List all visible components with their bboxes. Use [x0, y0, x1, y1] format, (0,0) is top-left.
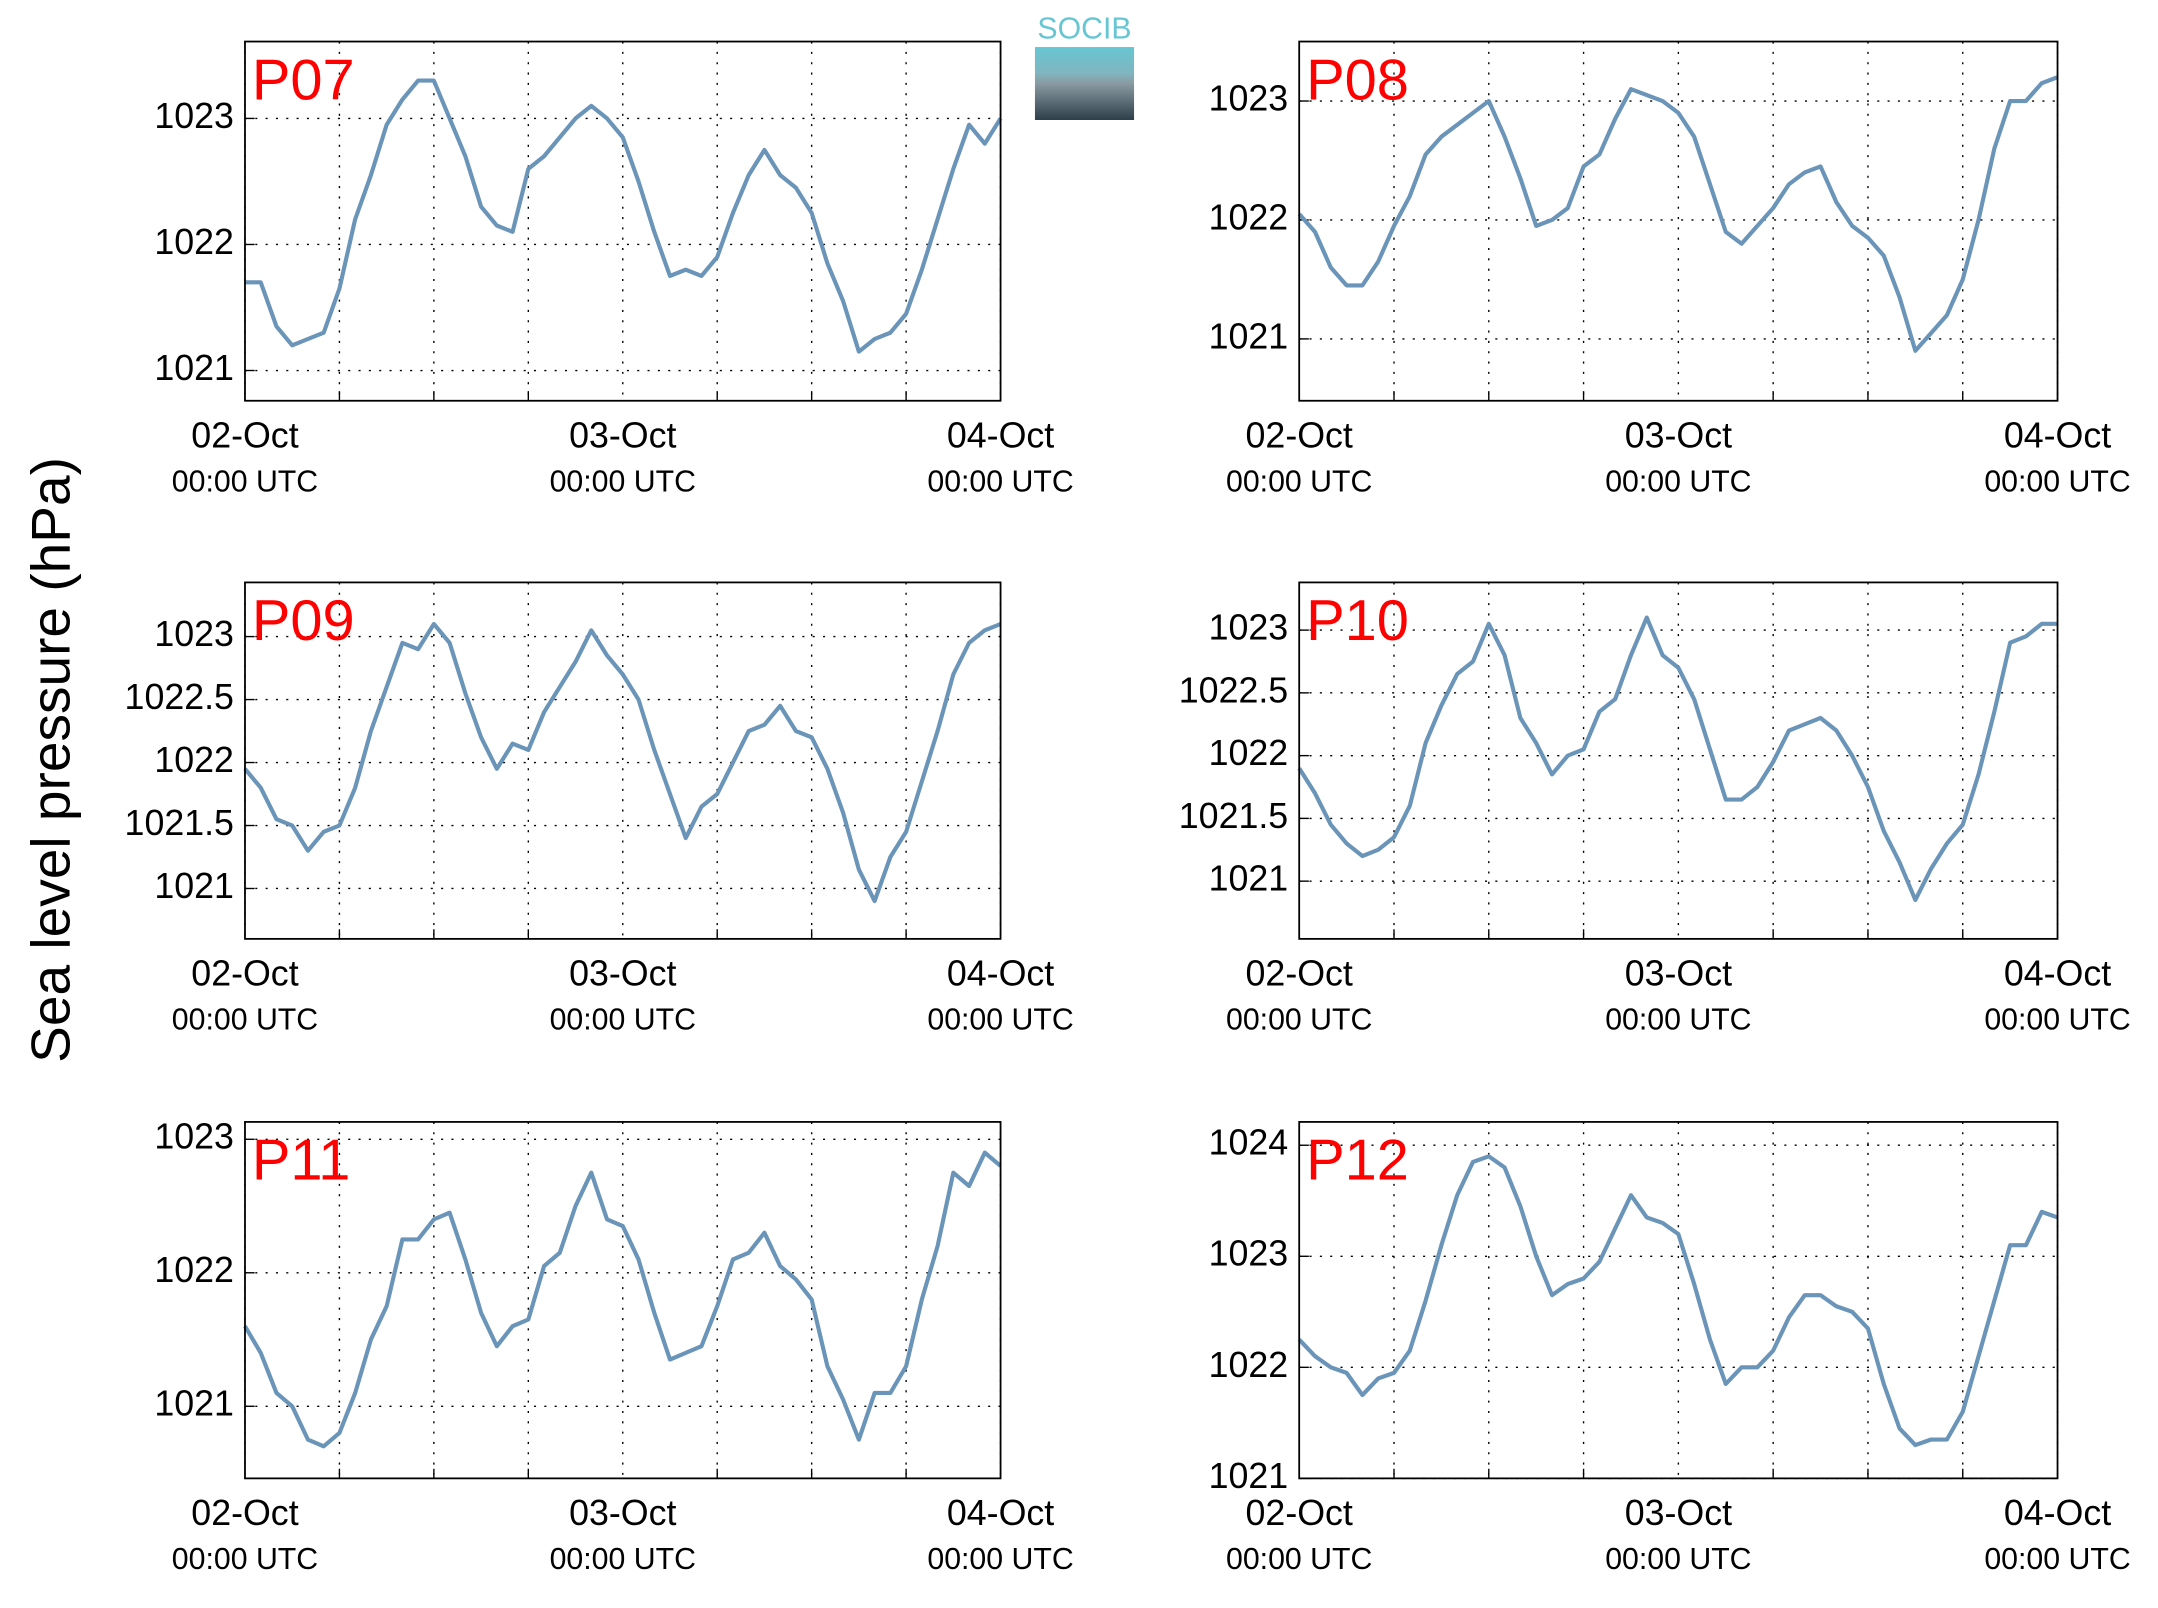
- subplot: 1021 1021.5 1022 1022.5 1023 02-Oct 00:00 UTC 0…: [125, 581, 1074, 1036]
- x-tick-label: 03-Oct: [1625, 415, 1732, 455]
- x-tick-label: 02-Oct: [191, 1493, 298, 1533]
- x-tick-sublabel: 00:00 UTC: [927, 465, 1073, 498]
- y-tick-label: 1021: [154, 348, 234, 388]
- data-line: [1297, 75, 2059, 353]
- y-tick-label: 1021: [1209, 316, 1289, 356]
- x-tick-label: 02-Oct: [1246, 953, 1353, 993]
- data-line: [1297, 1154, 2059, 1448]
- y-axis-label: Sea level pressure (hPa): [20, 457, 82, 1063]
- plot-frame: [244, 1121, 1002, 1480]
- x-tick-sublabel: 00:00 UTC: [1226, 465, 1372, 498]
- data-line: [244, 78, 1003, 354]
- x-tick-label: 03-Oct: [569, 953, 676, 993]
- x-tick-sublabel: 00:00 UTC: [1984, 465, 2130, 498]
- y-tick-label: 1022: [154, 222, 234, 262]
- y-tick-label: 1022.5: [1179, 670, 1288, 710]
- y-tick-label: 1021.5: [1179, 796, 1288, 836]
- subplot: 1021 1022 1023 02-Oct 00:00 UTC 03-Oct 00:00 U…: [1209, 40, 2131, 498]
- x-tick-label: 04-Oct: [947, 953, 1054, 993]
- y-tick-label: 1021: [154, 866, 234, 906]
- y-tick-label: 1022.5: [125, 677, 234, 717]
- panel-title: P08: [1306, 48, 1409, 112]
- x-tick-label: 04-Oct: [947, 415, 1054, 455]
- x-tick-label: 04-Oct: [2004, 415, 2111, 455]
- logo-block: [1034, 47, 1135, 120]
- x-tick-label: 02-Oct: [191, 953, 298, 993]
- x-tick-label: 03-Oct: [569, 415, 676, 455]
- subplot: 1021 1022 1023 02-Oct 00:00 UTC 03-Oct 00:00 U…: [154, 1117, 1073, 1576]
- y-tick-label: 1023: [154, 614, 234, 654]
- x-tick-label: 02-Oct: [1246, 415, 1353, 455]
- subplot: 1021 1022 1023 02-Oct 00:00 UTC 03-Oct 00:00 U…: [154, 40, 1074, 498]
- x-tick-label: 04-Oct: [2004, 1493, 2111, 1533]
- y-tick-label: 1022: [154, 1250, 234, 1290]
- subplot: 1021 1022 1023 1024 02-Oct 00:00 UTC 03-Oct 00:…: [1209, 1121, 2131, 1576]
- y-tick-label: 1023: [154, 96, 234, 136]
- x-tick-sublabel: 00:00 UTC: [927, 1003, 1073, 1036]
- y-tick-label: 1024: [1209, 1123, 1289, 1163]
- y-tick-label: 1021.5: [125, 803, 234, 843]
- subplot: 1021 1021.5 1022 1022.5 1023 02-Oct 00:00 UTC 0…: [1179, 581, 2131, 1036]
- x-tick-sublabel: 00:00 UTC: [1226, 1543, 1372, 1576]
- x-tick-sublabel: 00:00 UTC: [172, 465, 318, 498]
- x-tick-label: 03-Oct: [569, 1493, 676, 1533]
- y-tick-label: 1023: [1209, 1234, 1289, 1274]
- x-tick-sublabel: 00:00 UTC: [172, 1003, 318, 1036]
- plot-frame: [1298, 40, 2059, 402]
- x-tick-sublabel: 00:00 UTC: [550, 1543, 696, 1576]
- y-tick-label: 1022: [154, 740, 234, 780]
- y-tick-label: 1022: [1209, 197, 1289, 237]
- data-line: [243, 1150, 1002, 1449]
- plot-frame: [1298, 1121, 2059, 1480]
- x-tick-sublabel: 00:00 UTC: [550, 1003, 696, 1036]
- y-tick-label: 1021: [1209, 1456, 1289, 1496]
- y-tick-label: 1023: [1209, 608, 1289, 648]
- data-line: [1297, 615, 2058, 903]
- y-tick-label: 1021: [154, 1384, 234, 1424]
- x-tick-sublabel: 00:00 UTC: [1605, 1543, 1751, 1576]
- plot-frame: [244, 40, 1002, 402]
- logo-text: SOCIB: [1037, 13, 1131, 46]
- x-tick-sublabel: 00:00 UTC: [550, 465, 696, 498]
- y-tick-label: 1021: [1209, 859, 1289, 899]
- x-tick-label: 04-Oct: [2004, 953, 2111, 993]
- x-tick-label: 04-Oct: [947, 1493, 1054, 1533]
- x-tick-sublabel: 00:00 UTC: [1605, 465, 1751, 498]
- panel-title: P11: [252, 1129, 351, 1193]
- plot-frame: [244, 581, 1002, 940]
- y-tick-label: 1023: [1209, 78, 1289, 118]
- y-tick-label: 1022: [1209, 1345, 1289, 1385]
- panel-title: P12: [1306, 1129, 1409, 1193]
- logo: SOCIB: [1034, 13, 1135, 120]
- y-tick-label: 1023: [154, 1117, 234, 1157]
- x-tick-label: 03-Oct: [1625, 953, 1732, 993]
- x-tick-sublabel: 00:00 UTC: [172, 1543, 318, 1576]
- x-tick-sublabel: 00:00 UTC: [1605, 1003, 1751, 1036]
- x-tick-label: 03-Oct: [1625, 1493, 1732, 1533]
- x-tick-label: 02-Oct: [191, 415, 298, 455]
- x-tick-sublabel: 00:00 UTC: [1984, 1003, 2130, 1036]
- panel-title: P10: [1306, 589, 1409, 653]
- x-tick-sublabel: 00:00 UTC: [1226, 1003, 1372, 1036]
- x-tick-sublabel: 00:00 UTC: [1984, 1543, 2130, 1576]
- plot-frame: [1298, 581, 2059, 940]
- data-line: [243, 621, 1002, 904]
- panel-title: P09: [252, 589, 355, 653]
- x-tick-label: 02-Oct: [1246, 1493, 1353, 1533]
- x-tick-sublabel: 00:00 UTC: [927, 1543, 1073, 1576]
- y-tick-label: 1022: [1209, 733, 1289, 773]
- panel-title: P07: [252, 48, 355, 112]
